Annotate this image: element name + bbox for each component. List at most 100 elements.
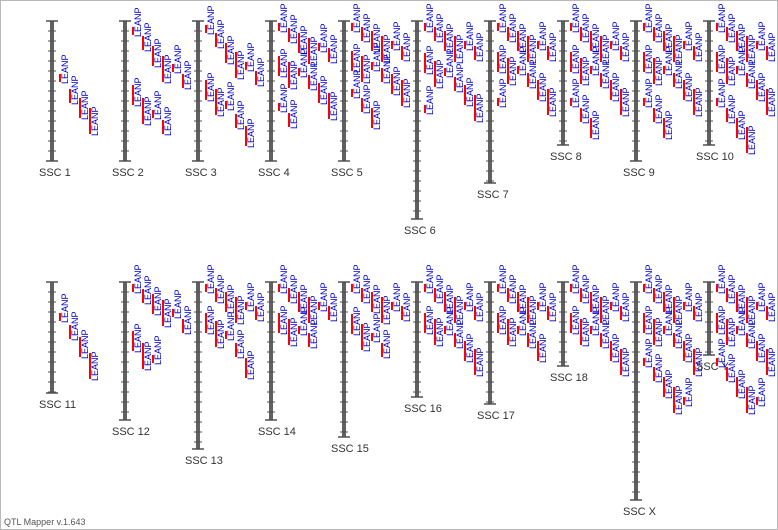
qtl-marker [620,89,622,115]
qtl-marker [424,105,426,113]
qtl-marker [278,56,280,76]
qtl-label: LEANP [216,274,226,304]
qtl-label: LEANP [694,347,704,377]
qtl-label: LEANP [611,72,621,102]
qtl-marker [663,377,665,397]
qtl-label: LEANP [644,338,654,368]
qtl-marker [351,284,353,292]
qtl-marker [225,43,227,63]
qtl-label: LEANP [717,3,727,33]
qtl-label: LEANP [362,322,372,352]
chromosome-label: SSC 9 [623,167,655,179]
qtl-label: LEANP [133,264,143,294]
qtl-marker [610,302,612,310]
qtl-marker [547,306,549,320]
qtl-marker [746,297,748,323]
qtl-label: LEANP [289,14,299,44]
qtl-label: LEANP [528,295,538,325]
qtl-label: LEANP [674,295,684,325]
qtl-label: LEANP [518,23,528,53]
qtl-label: LEANP [498,78,508,108]
qtl-label: LEANP [329,91,339,121]
chromosome-label: SSC 10 [696,151,734,163]
qtl-label: LEANP [664,23,674,53]
qtl-label: LEANP [309,36,319,66]
qtl-marker [726,27,728,41]
chromosome-bar [269,282,273,420]
qtl-marker [182,319,184,333]
qtl-marker [643,23,645,31]
qtl-marker [600,297,602,323]
qtl-marker [746,127,748,153]
qtl-label: LEANP [246,118,256,148]
qtl-label: LEANP [518,46,528,76]
qtl-label: LEANP [548,292,558,322]
qtl-marker [205,313,207,333]
qtl-label: LEANP [382,34,392,64]
qtl-marker [225,292,227,312]
qtl-marker [683,80,685,100]
qtl-marker [610,341,612,361]
qtl-label: LEANP [143,96,153,126]
qtl-label: LEANP [372,42,382,72]
qtl-label: LEANP [173,289,183,319]
qtl-label: LEANP [425,45,435,75]
qtl-marker [162,300,164,326]
qtl-marker [361,27,363,41]
qtl-marker [298,33,300,53]
chromosome-bar [561,282,565,366]
qtl-marker [580,319,582,345]
qtl-label: LEANP [163,298,173,328]
qtl-marker [756,80,758,100]
qtl-marker [162,56,164,82]
qtl-marker [726,367,728,381]
qtl-marker [683,302,685,310]
qtl-marker [746,36,748,62]
qtl-label: LEANP [226,284,236,314]
qtl-marker [497,284,499,292]
qtl-marker [444,68,446,76]
qtl-marker [308,38,310,64]
qtl-label: LEANP [256,57,266,87]
qtl-label: LEANP [747,295,757,325]
qtl-marker [255,71,257,85]
qtl-label: LEANP [279,305,289,335]
qtl-label: LEANP [246,42,256,72]
qtl-label: LEANP [299,284,309,314]
qtl-marker [746,387,748,413]
qtl-label: LEANP [206,305,216,335]
qtl-label: LEANP [747,319,757,349]
qtl-marker [308,333,310,347]
version-label: QTL Mapper v.1.643 [4,517,86,527]
qtl-marker [89,108,91,134]
qtl-label: LEANP [475,347,485,377]
qtl-label: LEANP [518,306,528,336]
qtl-marker [371,333,373,341]
qtl-marker [318,83,320,103]
qtl-marker [235,114,237,128]
qtl-label: LEANP [571,78,581,108]
qtl-marker [351,51,353,71]
qtl-marker [497,313,499,333]
qtl-label: LEANP [498,3,508,33]
qtl-label: LEANP [644,305,654,335]
qtl-label: LEANP [621,32,631,62]
qtl-label: LEANP [475,93,485,123]
qtl-label: LEANP [382,329,392,359]
qtl-label: LEANP [621,87,631,117]
qtl-label: LEANP [279,264,289,294]
qtl-marker [142,36,144,50]
qtl-label: LEANP [236,295,246,325]
qtl-marker [361,98,363,112]
qtl-label: LEANP [611,21,621,51]
qtl-marker [182,74,184,88]
qtl-marker [766,306,768,320]
qtl-marker [371,292,373,312]
qtl-label: LEANP [206,264,216,294]
qtl-label: LEANP [747,59,757,89]
qtl-label: LEANP [352,264,362,294]
qtl-label: LEANP [289,60,299,90]
qtl-label: LEANP [581,94,591,124]
chromosome-bar [561,21,565,145]
